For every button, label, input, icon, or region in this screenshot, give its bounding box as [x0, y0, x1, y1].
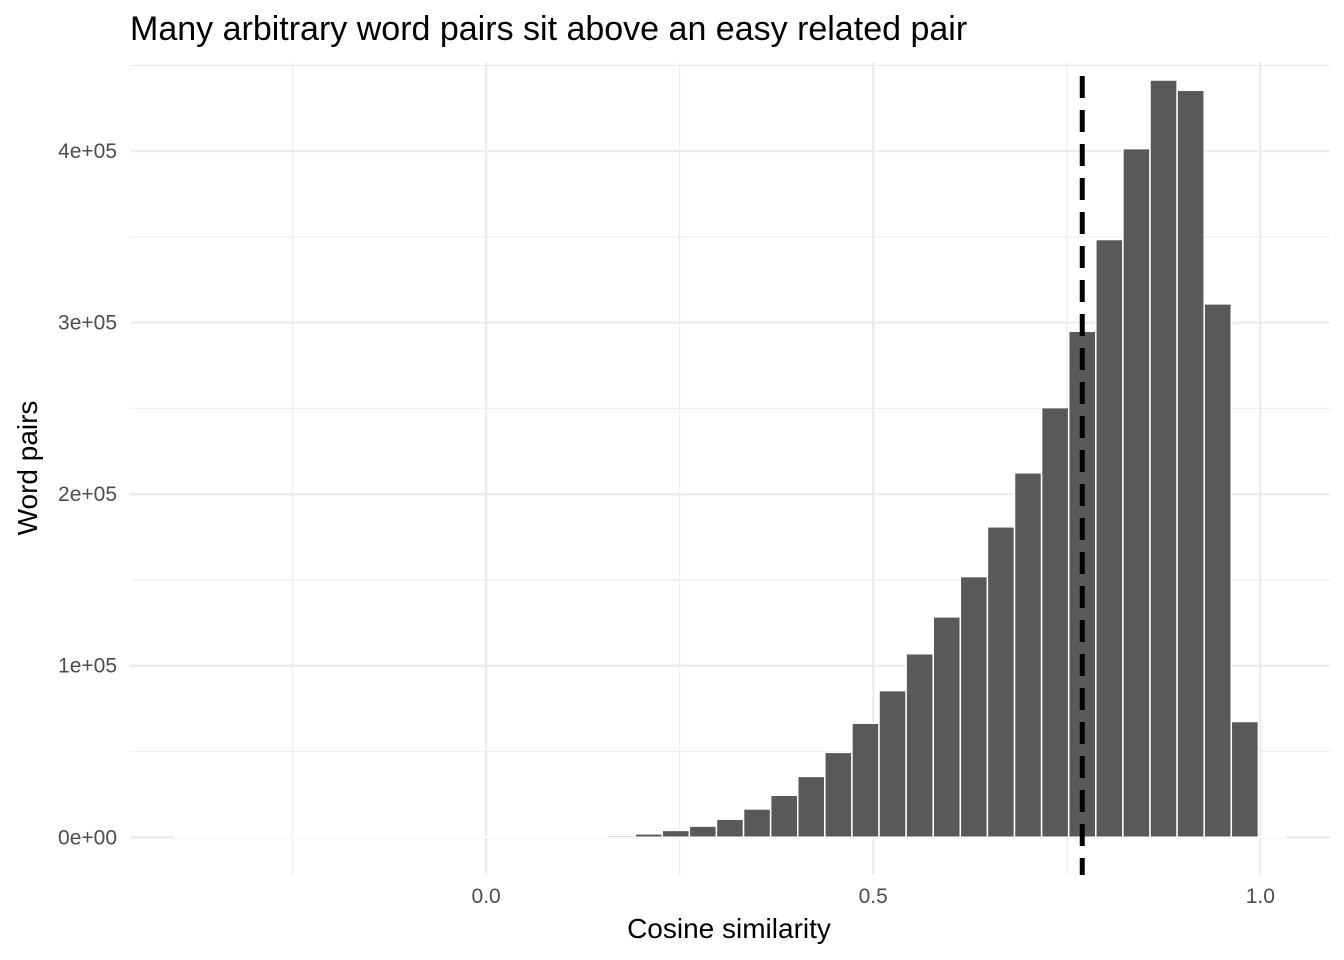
- chart-title: Many arbitrary word pairs sit above an e…: [130, 10, 967, 48]
- histogram-bar: [959, 575, 989, 839]
- histogram-bar: [986, 526, 1016, 839]
- x-tick-label: 0.5: [859, 885, 888, 908]
- histogram-bar: [1122, 147, 1151, 839]
- histogram-bar: [1013, 472, 1043, 839]
- histogram-bar: [444, 835, 474, 839]
- histogram-bar: [1040, 406, 1070, 839]
- histogram-bar: [878, 689, 907, 839]
- histogram-bars: [173, 79, 1287, 839]
- y-axis-tick-labels: 0e+00 1e+05 2e+05 3e+05 4e+05: [58, 140, 117, 849]
- histogram-bar: [173, 835, 203, 839]
- histogram-bar: [417, 835, 447, 839]
- histogram-bar: [1230, 720, 1260, 839]
- histogram-bar: [1095, 238, 1124, 839]
- histogram-bar: [634, 833, 664, 839]
- y-tick-label: 0e+00: [58, 826, 117, 849]
- histogram-bar: [851, 722, 880, 839]
- histogram-bar: [282, 835, 311, 839]
- histogram-bar: [742, 808, 772, 839]
- histogram-bar: [200, 835, 230, 839]
- x-axis-title: Cosine similarity: [627, 913, 831, 944]
- histogram-bar: [1203, 303, 1233, 839]
- histogram-bar: [363, 835, 393, 839]
- histogram-bar: [255, 835, 284, 839]
- x-tick-label: 0.0: [472, 885, 501, 908]
- histogram-bar: [498, 835, 528, 839]
- histogram-bar: [1257, 835, 1287, 839]
- histogram-bar: [309, 835, 338, 839]
- histogram-bar: [769, 794, 799, 839]
- histogram-bar: [796, 775, 826, 839]
- y-tick-label: 2e+05: [58, 483, 117, 506]
- histogram-bar: [580, 835, 609, 839]
- histogram-bar: [336, 835, 365, 839]
- histogram-bar: [824, 751, 853, 839]
- histogram-bar: [932, 616, 962, 839]
- histogram-bar: [607, 834, 636, 839]
- histogram-bar: [1176, 89, 1205, 839]
- histogram-bar: [661, 829, 691, 839]
- histogram-bar: [905, 652, 934, 839]
- histogram-bar: [715, 818, 745, 839]
- histogram-bar: [390, 835, 420, 839]
- histogram-bar: [227, 835, 257, 839]
- histogram-bar: [688, 825, 718, 839]
- histogram-bar: [1149, 79, 1178, 839]
- histogram-bar: [471, 835, 501, 839]
- x-axis-tick-labels: 0.0 0.5 1.0: [472, 885, 1275, 908]
- y-tick-label: 4e+05: [58, 140, 117, 163]
- y-tick-label: 3e+05: [58, 312, 117, 335]
- x-tick-label: 1.0: [1246, 885, 1275, 908]
- y-axis-title: Word pairs: [12, 401, 43, 536]
- y-tick-label: 1e+05: [58, 655, 117, 678]
- histogram-bar: [553, 835, 582, 839]
- histogram-bar: [526, 835, 555, 839]
